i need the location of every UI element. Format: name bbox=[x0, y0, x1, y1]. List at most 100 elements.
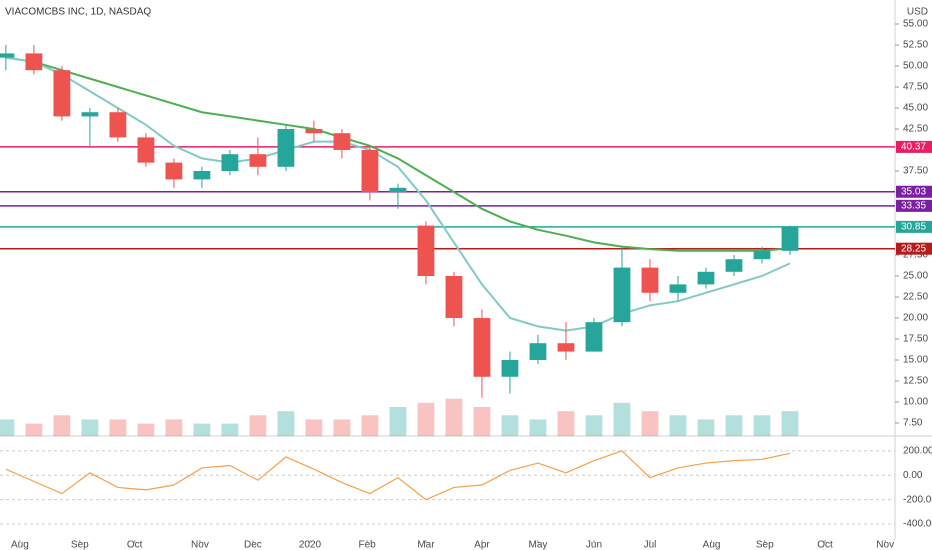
price-tag bbox=[896, 185, 932, 198]
candle-body bbox=[53, 70, 71, 117]
y-tick-label: 45.00 bbox=[903, 103, 928, 114]
x-tick-label: Jun bbox=[586, 540, 602, 550]
y-tick-label: 25.00 bbox=[903, 271, 928, 282]
x-tick-label: Oct bbox=[127, 540, 143, 550]
x-tick-label: Aug bbox=[703, 540, 721, 550]
y-tick-label: 12.50 bbox=[903, 376, 928, 387]
cci-line bbox=[5, 450, 791, 501]
x-tick-label: Dec bbox=[244, 540, 262, 550]
volume-bar bbox=[641, 411, 659, 436]
y-tick-label: -400.00 bbox=[903, 519, 932, 530]
y-tick-label: 37.50 bbox=[903, 166, 928, 177]
candle-body bbox=[165, 162, 183, 180]
price-tag bbox=[896, 242, 932, 255]
volume-bar bbox=[165, 419, 183, 436]
x-tick-label: 2020 bbox=[299, 540, 322, 550]
volume-bar bbox=[753, 415, 771, 436]
volume-bar bbox=[361, 415, 379, 436]
candle-body bbox=[697, 271, 715, 285]
volume-bar bbox=[417, 402, 435, 436]
candle-body bbox=[725, 259, 743, 272]
y-tick-label: 20.00 bbox=[903, 313, 928, 324]
y-tick-label: 47.50 bbox=[903, 82, 928, 93]
price-tag bbox=[896, 220, 932, 233]
volume-bar bbox=[501, 415, 519, 436]
y-tick-label: 27.50 bbox=[903, 250, 928, 261]
candle-body bbox=[221, 154, 239, 172]
volume-bar bbox=[0, 419, 15, 436]
candle-body bbox=[249, 154, 267, 167]
x-tick-label: Jul bbox=[644, 540, 657, 550]
x-tick-label: Nov bbox=[876, 540, 894, 550]
volume-bar bbox=[333, 419, 351, 436]
candle-body bbox=[753, 250, 771, 260]
candle-body bbox=[277, 129, 295, 167]
price-tag-label: 33.35 bbox=[901, 201, 926, 212]
candle-body bbox=[389, 187, 407, 193]
candle-body bbox=[193, 171, 211, 180]
moving-average bbox=[5, 56, 791, 252]
candle-body bbox=[501, 359, 519, 377]
volume-bar bbox=[249, 415, 267, 436]
candle-body bbox=[641, 267, 659, 293]
x-tick-label: Nov bbox=[191, 540, 209, 550]
volume-bar bbox=[277, 411, 295, 436]
price-tag bbox=[896, 140, 932, 153]
price-tag-label: 28.25 bbox=[901, 243, 926, 254]
y-tick-label: 52.50 bbox=[903, 40, 928, 51]
volume-bar bbox=[445, 398, 463, 436]
x-tick-label: Feb bbox=[359, 540, 377, 550]
candle-body bbox=[333, 133, 351, 151]
candle-body bbox=[361, 150, 379, 193]
candle-body bbox=[473, 317, 491, 377]
candle-body bbox=[585, 322, 603, 352]
y-tick-label: 0.00 bbox=[903, 470, 923, 481]
x-tick-label: May bbox=[528, 540, 547, 550]
y-tick-label: 15.00 bbox=[903, 355, 928, 366]
price-tag-label: 40.37 bbox=[901, 142, 926, 153]
x-tick-label: Apr bbox=[474, 540, 490, 550]
y-tick-label: 10.00 bbox=[903, 397, 928, 408]
candle-body bbox=[445, 275, 463, 318]
candle-body bbox=[305, 129, 323, 134]
candle-body bbox=[25, 53, 43, 71]
volume-bar bbox=[53, 415, 71, 436]
candle-body bbox=[417, 225, 435, 276]
candle-body bbox=[557, 343, 575, 352]
price-tag bbox=[896, 199, 932, 212]
volume-bar bbox=[109, 419, 127, 436]
y-tick-label: 22.50 bbox=[903, 292, 928, 303]
volume-bar bbox=[305, 419, 323, 436]
moving-average bbox=[5, 56, 791, 332]
candle-body bbox=[529, 343, 547, 360]
volume-bar bbox=[669, 415, 687, 436]
y-tick-label: 200.00 bbox=[903, 446, 932, 457]
volume-bar bbox=[725, 415, 743, 436]
candle-body bbox=[613, 267, 631, 323]
chart-title: VIACOMCBS INC, 1D, NASDAQ bbox=[5, 7, 151, 18]
volume-bar bbox=[697, 419, 715, 436]
volume-bar bbox=[25, 423, 43, 436]
y-tick-label: 7.50 bbox=[903, 418, 923, 429]
volume-bar bbox=[137, 423, 155, 436]
volume-bar bbox=[221, 423, 239, 436]
y-tick-label: 17.50 bbox=[903, 334, 928, 345]
x-tick-label: Sep bbox=[756, 540, 774, 550]
price-tag-label: 35.03 bbox=[901, 186, 926, 197]
volume-bar bbox=[557, 411, 575, 436]
y-tick-label: -200.00 bbox=[903, 494, 932, 505]
candle-body bbox=[137, 137, 155, 163]
volume-bar bbox=[529, 419, 547, 436]
x-tick-label: Oct bbox=[817, 540, 833, 550]
x-tick-label: Mar bbox=[417, 540, 435, 550]
currency: USD bbox=[907, 7, 928, 18]
volume-bar bbox=[585, 415, 603, 436]
volume-bar bbox=[193, 423, 211, 436]
y-tick-label: 55.00 bbox=[903, 19, 928, 30]
candle-body bbox=[81, 112, 99, 117]
volume-bar bbox=[781, 411, 799, 436]
volume-bar bbox=[389, 407, 407, 436]
candle-body bbox=[669, 284, 687, 293]
x-tick-label: Aug bbox=[11, 540, 29, 550]
